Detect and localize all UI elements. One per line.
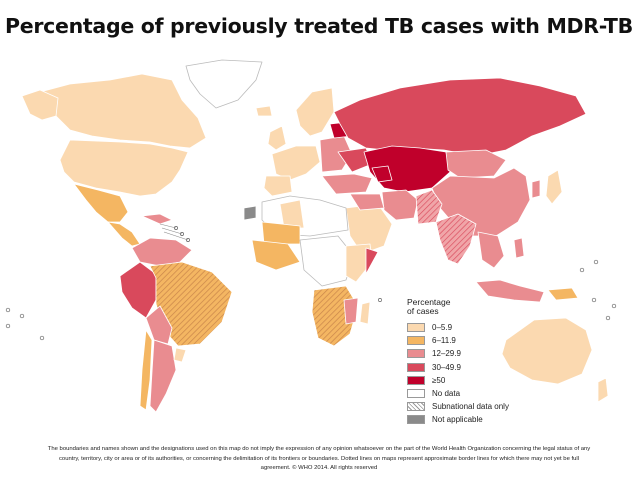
legend-swatch: [407, 414, 425, 424]
legend-label: 30–49.9: [432, 362, 461, 372]
legend-swatch: [407, 349, 425, 359]
legend-swatch: [407, 375, 425, 385]
region-indonesia: [475, 279, 545, 303]
small-island-markers: [5, 226, 617, 341]
region-japan: [545, 169, 563, 205]
region-colombia-venezuela: [131, 237, 193, 267]
region-greenland: [185, 59, 263, 109]
legend-item: No data: [407, 387, 517, 399]
legend-item: 12–29.9: [407, 348, 517, 360]
region-scandinavia: [295, 87, 335, 137]
legend-title-line2: of cases: [407, 306, 439, 316]
region-korea: [531, 179, 541, 199]
region-central-america: [107, 221, 141, 247]
region-uruguay: [173, 347, 187, 363]
footnote-line1: The boundaries and names shown and the d…: [47, 446, 591, 452]
region-western-europe: [271, 145, 321, 181]
region-mongolia: [445, 149, 507, 179]
region-madagascar: [359, 301, 371, 325]
footnote-line2: country, territory, city or area or of i…: [58, 455, 580, 462]
footnote: The boundaries and names shown and the d…: [6, 445, 632, 474]
region-algeria: [279, 199, 305, 229]
legend-item: 6–11.9: [407, 335, 517, 347]
map-legend: Percentage of cases 0–5.9 6–11.9 12–29.9 30…: [407, 298, 517, 427]
region-png: [547, 287, 579, 301]
legend-items: 0–5.9 6–11.9 12–29.9 30–49.9 ≥50 No data Subna…: [407, 322, 517, 425]
legend-title: Percentage of cases: [407, 298, 517, 316]
region-west-africa: [251, 239, 301, 271]
legend-item: 30–49.9: [407, 361, 517, 373]
legend-label: Subnational data only: [432, 401, 509, 411]
region-chile: [139, 329, 153, 411]
region-india: [435, 213, 477, 265]
legend-swatch: [407, 323, 425, 333]
region-central-africa: [299, 235, 355, 287]
legend-label: 6–11.9: [432, 336, 456, 346]
region-uk: [267, 125, 287, 151]
legend-item: Subnational data only: [407, 401, 517, 413]
legend-swatch: [407, 336, 425, 346]
legend-item: 0–5.9: [407, 322, 517, 334]
region-caribbean: [141, 213, 173, 225]
region-iberia: [263, 175, 293, 197]
region-mexico: [73, 183, 129, 223]
region-iraq-syria: [349, 193, 385, 211]
region-east-africa: [345, 243, 373, 283]
region-turkey: [321, 173, 373, 195]
footnote-line3: agreement. © WHO 2014. All rights reserv…: [260, 465, 378, 472]
region-canada: [37, 73, 207, 149]
region-australia: [501, 317, 593, 385]
legend-swatch: [407, 388, 425, 398]
region-peru: [119, 261, 157, 319]
region-new-zealand: [597, 377, 609, 403]
region-somalia: [365, 247, 379, 275]
region-western-sahara: [243, 205, 257, 221]
legend-label: No data: [432, 388, 461, 398]
region-mali: [261, 221, 301, 245]
region-mozambique: [343, 297, 359, 325]
region-afghanistan-pakistan: [415, 189, 443, 225]
region-caucasus: [371, 165, 393, 183]
region-bolivia: [145, 305, 173, 345]
region-alaska: [21, 89, 59, 121]
page-title: Percentage of previously treated TB case…: [5, 14, 633, 38]
legend-label: Not applicable: [432, 414, 483, 424]
legend-swatch: [407, 362, 425, 372]
region-iceland: [255, 105, 273, 117]
legend-swatch: [407, 401, 425, 411]
legend-label: 0–5.9: [432, 323, 453, 333]
legend-title-line1: Percentage: [407, 297, 451, 307]
caribbean-callout-lines: [159, 223, 189, 241]
region-argentina: [149, 339, 177, 413]
legend-item: Not applicable: [407, 414, 517, 426]
region-russia: [333, 77, 587, 157]
region-se-asia: [477, 231, 505, 269]
region-usa: [59, 139, 189, 197]
legend-label: 12–29.9: [432, 349, 461, 359]
world-map: [5, 59, 617, 413]
legend-item: ≥50: [407, 374, 517, 386]
region-iran: [381, 189, 419, 221]
legend-label: ≥50: [432, 375, 446, 385]
region-philippines: [513, 237, 525, 259]
